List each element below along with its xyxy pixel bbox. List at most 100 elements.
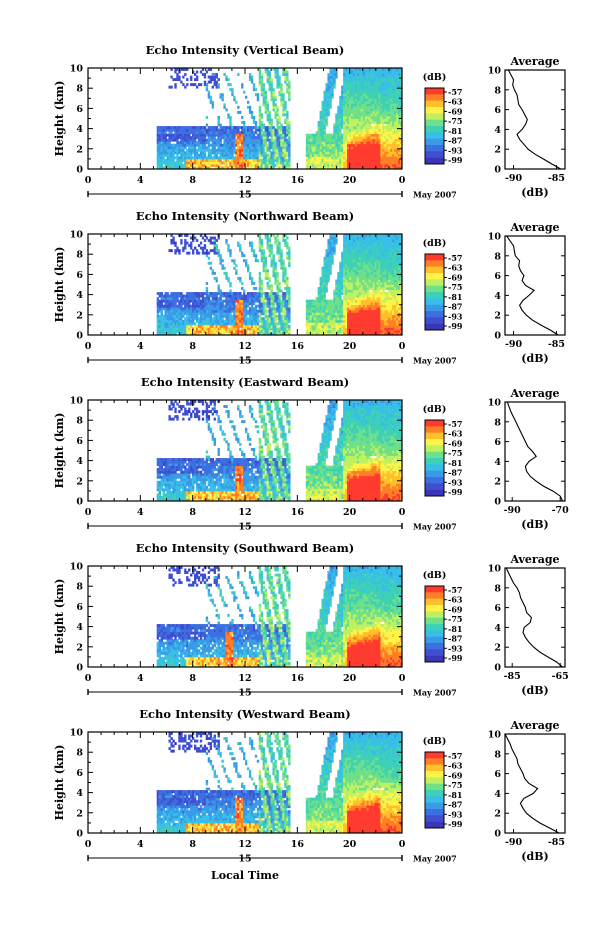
heatmap-cell <box>347 95 350 99</box>
heatmap-cell <box>233 146 236 150</box>
heatmap-cell <box>335 163 338 167</box>
heatmap-cell <box>231 141 234 145</box>
heatmap-cell <box>390 151 393 155</box>
heatmap-cell <box>276 136 279 140</box>
heatmap-cell <box>376 151 379 155</box>
heatmap-cell <box>260 163 264 167</box>
heatmap-cell <box>258 156 262 160</box>
heatmap-cell <box>284 143 287 147</box>
heatmap-cell <box>376 148 379 152</box>
heatmap-cell <box>241 158 244 162</box>
heatmap-cell <box>182 153 185 157</box>
heatmap-cell <box>339 151 342 155</box>
heatmap-cell <box>347 143 350 147</box>
heatmap-cell <box>339 161 342 165</box>
heatmap-cell <box>372 156 375 160</box>
heatmap-cell <box>345 166 348 170</box>
heatmap-cell <box>317 136 320 140</box>
heatmap-cell <box>366 156 370 160</box>
heatmap-cell <box>276 123 279 127</box>
heatmap-cell <box>192 158 195 162</box>
heatmap-cell <box>376 85 379 89</box>
heatmap-cell <box>337 123 340 127</box>
heatmap-cell <box>286 88 289 92</box>
heatmap-cell <box>225 156 228 160</box>
heatmap-cell <box>350 85 354 89</box>
heatmap-cell <box>280 95 283 99</box>
heatmap-cell <box>390 148 393 152</box>
heatmap-cell <box>188 131 191 135</box>
heatmap-cell <box>233 141 236 145</box>
heatmap-cell <box>250 131 254 135</box>
heatmap-cell <box>317 141 320 145</box>
heatmap-cell <box>260 151 264 155</box>
heatmap-cell <box>213 143 216 147</box>
heatmap-cell <box>219 136 222 140</box>
heatmap-cell <box>317 131 320 135</box>
heatmap-cell <box>213 83 216 87</box>
heatmap-cell <box>201 136 205 140</box>
heatmap-cell <box>386 146 389 150</box>
heatmap-cell <box>386 143 389 147</box>
heatmap-cell <box>250 75 254 79</box>
heatmap-cell <box>178 133 181 137</box>
heatmap-cell <box>205 83 209 87</box>
heatmap-cell <box>258 151 262 155</box>
colorbar-tick-label: -63 <box>448 97 463 107</box>
heatmap-cell <box>360 133 364 137</box>
heatmap-cell <box>252 121 256 124</box>
heatmap-cell <box>339 156 342 160</box>
heatmap-cell <box>192 131 195 135</box>
heatmap-cell <box>229 146 232 150</box>
heatmap-cell <box>207 251 211 255</box>
heatmap-cell <box>350 131 354 135</box>
heatmap-cell <box>250 163 254 167</box>
heatmap-cell <box>170 156 173 160</box>
heatmap-cell <box>245 161 248 165</box>
heatmap-cell <box>333 80 336 84</box>
heatmap-cell <box>364 133 368 137</box>
heatmap-cell <box>237 156 240 160</box>
heatmap-cell <box>158 141 162 145</box>
heatmap-cell <box>203 141 207 145</box>
heatmap-cell <box>331 143 334 147</box>
heatmap-cell <box>329 103 332 107</box>
heatmap-cell <box>264 312 267 316</box>
heatmap-cell <box>313 153 317 157</box>
heatmap-cell <box>156 136 160 140</box>
heatmap-cell <box>358 78 362 82</box>
colorbar-swatch <box>425 145 444 152</box>
heatmap-cell <box>356 138 360 142</box>
heatmap-cell <box>197 143 201 147</box>
heatmap-cell <box>258 274 262 278</box>
heatmap-cell <box>360 141 364 145</box>
heatmap-cell <box>374 73 377 76</box>
heatmap-cell <box>282 133 285 137</box>
heatmap-cell <box>266 158 269 162</box>
heatmap-cell <box>390 136 393 140</box>
heatmap-cell <box>282 73 285 76</box>
heatmap-cell <box>356 93 360 97</box>
heatmap-cell <box>170 151 173 155</box>
heatmap-cell <box>350 95 354 99</box>
heatmap-cell <box>264 148 267 152</box>
heatmap-cell <box>266 136 269 140</box>
heatmap-cell <box>352 131 356 135</box>
heatmap-cell <box>174 146 177 150</box>
heatmap-cell <box>180 68 183 71</box>
heatmap-cell <box>241 163 244 167</box>
heatmap-cell <box>354 161 358 165</box>
heatmap-cell <box>258 153 262 157</box>
heatmap-cell <box>284 126 287 129</box>
heatmap-cell <box>282 153 285 157</box>
heatmap-cell <box>343 118 346 122</box>
heatmap-cell <box>360 78 364 82</box>
heatmap-cell <box>278 312 281 316</box>
heatmap-cell <box>252 83 256 87</box>
heatmap-cell <box>356 70 360 74</box>
colorbar-tick-label: -75 <box>448 116 462 126</box>
heatmap-cell <box>329 163 332 167</box>
heatmap-cell <box>195 239 199 242</box>
heatmap-cell <box>162 138 165 142</box>
heatmap-cell <box>276 279 279 283</box>
